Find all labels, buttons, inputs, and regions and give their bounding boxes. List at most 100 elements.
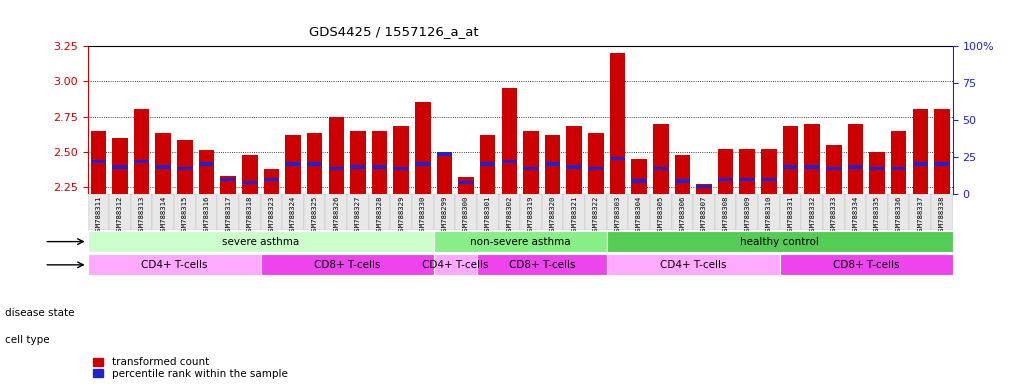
Bar [372,165,387,169]
Bar [761,149,777,194]
Text: GSM788299: GSM788299 [442,196,447,235]
Text: GSM788318: GSM788318 [247,196,252,235]
Bar [480,135,495,194]
FancyBboxPatch shape [88,231,434,252]
FancyBboxPatch shape [282,194,304,230]
FancyBboxPatch shape [390,194,412,230]
Bar [199,151,214,194]
Bar [285,162,301,166]
Bar [869,152,885,194]
Text: GSM788308: GSM788308 [723,196,728,235]
FancyBboxPatch shape [325,194,347,230]
Bar [545,162,560,166]
Bar [134,159,149,163]
Text: CD8+ T-cells: CD8+ T-cells [509,260,575,270]
Text: GSM788319: GSM788319 [528,196,534,235]
FancyBboxPatch shape [412,194,434,230]
Bar [545,135,560,194]
Text: GSM788315: GSM788315 [182,196,187,235]
Bar [199,162,214,166]
FancyBboxPatch shape [801,194,823,230]
Text: GSM788337: GSM788337 [918,196,923,235]
Text: GSM788300: GSM788300 [464,196,469,235]
Text: CD4+ T-cells: CD4+ T-cells [660,260,726,270]
Bar [264,169,279,194]
FancyBboxPatch shape [152,194,174,230]
Text: non-severe asthma: non-severe asthma [470,237,571,247]
Bar [502,159,517,163]
Text: GSM788322: GSM788322 [593,196,598,235]
FancyBboxPatch shape [499,194,520,230]
Bar [393,167,409,170]
Text: CD4+ T-cells: CD4+ T-cells [422,260,488,270]
Bar [134,109,149,194]
Bar [285,135,301,194]
Text: GSM788330: GSM788330 [420,196,425,235]
FancyBboxPatch shape [607,194,628,230]
FancyBboxPatch shape [542,194,563,230]
Bar [177,141,193,194]
Bar [437,152,452,194]
FancyBboxPatch shape [434,254,477,275]
FancyBboxPatch shape [628,194,650,230]
Bar [307,134,322,194]
Text: GSM788325: GSM788325 [312,196,317,235]
Text: GSM788328: GSM788328 [377,196,382,235]
FancyBboxPatch shape [239,194,261,230]
Bar [913,109,928,194]
Text: GDS4425 / 1557126_a_at: GDS4425 / 1557126_a_at [309,25,479,38]
Bar [480,162,495,166]
FancyBboxPatch shape [823,194,845,230]
Text: GSM788320: GSM788320 [550,196,555,235]
FancyBboxPatch shape [715,194,736,230]
Bar [631,159,647,194]
FancyBboxPatch shape [607,231,953,252]
Text: GSM788316: GSM788316 [204,196,209,235]
Bar [783,126,798,194]
Text: GSM788302: GSM788302 [507,196,512,235]
Text: GSM788332: GSM788332 [810,196,815,235]
Bar [220,176,236,194]
FancyBboxPatch shape [304,194,325,230]
Bar [523,131,539,194]
Bar [588,167,604,170]
Bar [891,131,906,194]
FancyBboxPatch shape [585,194,607,230]
Bar [696,184,712,194]
FancyBboxPatch shape [88,254,261,275]
Text: cell type: cell type [5,335,49,345]
Text: GSM788306: GSM788306 [680,196,685,235]
Text: GSM788309: GSM788309 [745,196,750,235]
FancyBboxPatch shape [434,194,455,230]
Text: healthy control: healthy control [741,237,819,247]
Bar [566,165,582,169]
FancyBboxPatch shape [909,194,931,230]
FancyBboxPatch shape [261,194,282,230]
FancyBboxPatch shape [196,194,217,230]
Bar [696,185,712,189]
Bar [848,124,863,194]
Bar [458,180,474,184]
Bar [804,165,820,169]
FancyBboxPatch shape [217,194,239,230]
Text: GSM788327: GSM788327 [355,196,360,235]
FancyBboxPatch shape [369,194,390,230]
Bar [610,157,625,160]
Bar [393,126,409,194]
Bar [242,180,258,184]
Text: GSM788323: GSM788323 [269,196,274,235]
FancyBboxPatch shape [455,194,477,230]
FancyBboxPatch shape [866,194,888,230]
FancyBboxPatch shape [845,194,866,230]
Text: GSM788321: GSM788321 [572,196,577,235]
FancyBboxPatch shape [672,194,693,230]
FancyBboxPatch shape [650,194,672,230]
Bar [653,167,668,170]
FancyBboxPatch shape [477,194,499,230]
Bar [350,131,366,194]
Bar [675,155,690,194]
Bar [112,165,128,169]
Bar [329,116,344,194]
Text: GSM788336: GSM788336 [896,196,901,235]
FancyBboxPatch shape [347,194,369,230]
